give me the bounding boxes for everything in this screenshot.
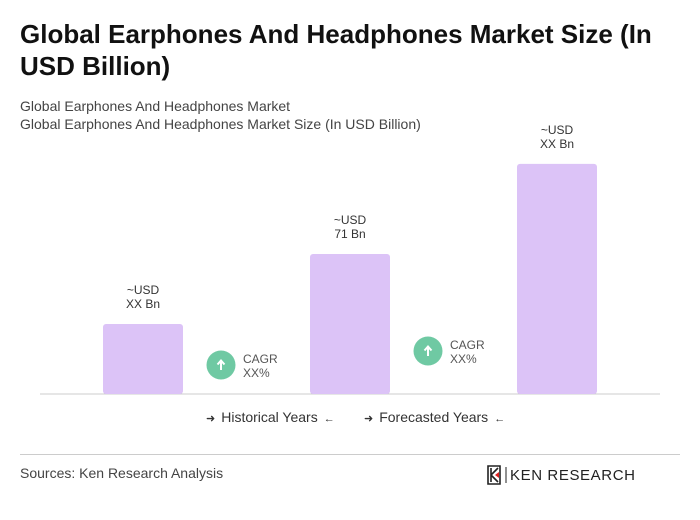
footer-divider (20, 454, 680, 455)
bar-1 (103, 324, 183, 394)
arrow-up-icon (216, 358, 226, 370)
data-label-1: ~USD (127, 283, 160, 297)
cagr-value: XX% (243, 366, 270, 380)
data-label-2: ~USD (334, 213, 367, 227)
data-label-1: XX Bn (126, 297, 160, 311)
arrow-right-icon: ➜ (364, 413, 374, 425)
ken-research-logo: KEN RESEARCH (487, 465, 636, 485)
chart-subtitle-2: Global Earphones And Headphones Market S… (20, 116, 421, 132)
bar-3 (517, 163, 597, 394)
legend-historical: ➜ Historical Years ← (200, 409, 341, 425)
data-label-3: ~USD (541, 123, 574, 137)
page-title: Global Earphones And Headphones Market S… (20, 19, 652, 81)
cagr-label: CAGR (243, 352, 278, 366)
legend-forecasted-label: Forecasted Years (379, 409, 489, 425)
cagr-value: XX% (450, 352, 477, 366)
arrow-right-icon: ➜ (206, 413, 216, 425)
source-note: Sources: Ken Research Analysis (20, 465, 224, 481)
arrow-up-icon (423, 344, 433, 356)
arrow-left-icon: ← (494, 413, 506, 425)
bar-2 (310, 254, 390, 394)
data-label-3: XX Bn (540, 137, 574, 151)
legend-historical-label: Historical Years (221, 409, 318, 425)
svg-text:KEN RESEARCH: KEN RESEARCH (510, 467, 636, 484)
legend-forecasted: ➜ Forecasted Years ← (358, 409, 511, 425)
cagr-label: CAGR (450, 338, 485, 352)
arrow-left-icon: ← (323, 413, 335, 425)
chart-subtitle: Global Earphones And Headphones Market (20, 98, 291, 114)
data-label-2: 71 Bn (334, 227, 365, 241)
